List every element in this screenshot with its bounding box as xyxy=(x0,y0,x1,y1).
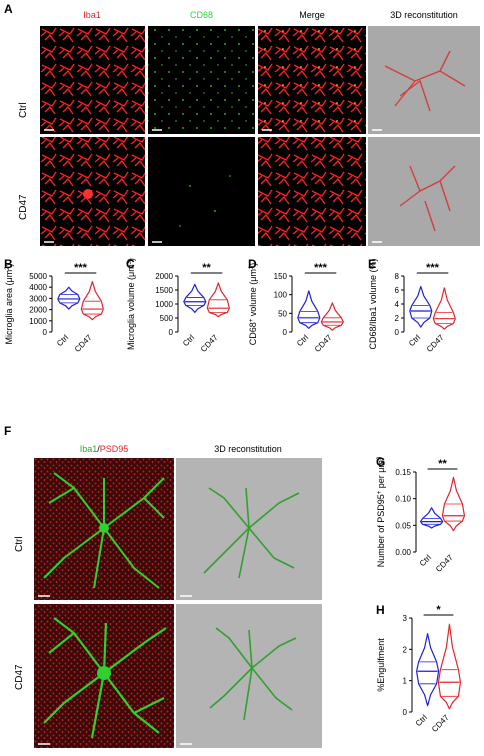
x-tick-label: CD47 xyxy=(434,553,455,574)
violin-cd47 xyxy=(432,287,456,330)
y-axis-label: Microglia area (μm2) xyxy=(4,263,14,344)
chart-d: D 0 50 100 150 CD68+ volume (μm3) Ctrl CD47 *** xyxy=(248,257,344,354)
y-tick-label: 2000 xyxy=(29,306,47,315)
y-axis-label: %Engulfment xyxy=(376,638,386,692)
col-title-3d-f: 3D reconstitution xyxy=(214,444,282,454)
x-tick-label: CD47 xyxy=(430,713,451,734)
y-tick-label: 5000 xyxy=(29,272,47,281)
y-axis-label: CD68/Iba1 volume (%) xyxy=(368,258,378,349)
x-tick-label: Ctrl xyxy=(407,333,422,348)
y-axis-label: Microglia volume (μm3) xyxy=(126,258,136,350)
y-tick-label: 0 xyxy=(169,328,174,337)
violin-ctrl xyxy=(297,290,321,329)
panel-f-image-grid xyxy=(34,458,322,748)
violin-ctrl xyxy=(416,633,440,707)
significance-stars: *** xyxy=(426,262,440,274)
y-tick-label: 8 xyxy=(395,272,400,281)
violin-cd47 xyxy=(441,476,466,532)
chart-c: C 0 500 1000 1500 2000 Microglia volume (μm3) C… xyxy=(126,257,230,354)
title-psd95: PSD95 xyxy=(99,444,129,454)
significance-stars: *** xyxy=(314,262,328,274)
y-axis-label: CD68+ volume (μm3) xyxy=(248,263,258,346)
y-tick-label: 0.05 xyxy=(395,521,411,530)
image-cd47-cd68 xyxy=(148,137,255,246)
violin-cd47 xyxy=(80,281,104,321)
y-tick-label: 3000 xyxy=(29,294,47,303)
panel-c-label: C xyxy=(126,257,135,271)
violin-cd47 xyxy=(437,623,462,710)
y-tick-label: 4 xyxy=(395,300,400,309)
chart-h: H 0 1 2 3 %Engulfment Ctrl CD47 * xyxy=(376,603,462,734)
panel-b-label: B xyxy=(4,257,13,271)
x-tick-label: CD47 xyxy=(73,333,94,354)
image-cd47-3d xyxy=(368,137,480,246)
y-tick-label: 1000 xyxy=(155,300,173,309)
chart-b: B 0 1000 2000 3000 4000 5000 Microglia area (μm… xyxy=(4,257,104,354)
y-tick-label: 2 xyxy=(403,645,408,654)
significance-stars: * xyxy=(436,604,441,616)
y-tick-label: 500 xyxy=(160,314,174,323)
y-tick-label: 50 xyxy=(278,309,287,318)
y-tick-label: 0 xyxy=(43,328,48,337)
violin-cd47 xyxy=(206,282,230,318)
title-slash: / xyxy=(97,444,100,454)
y-tick-label: 1000 xyxy=(29,317,47,326)
significance-stars: ** xyxy=(202,262,211,274)
image-cd47-3d-f xyxy=(176,604,322,748)
x-tick-label: Ctrl xyxy=(414,713,429,728)
panel-g-label: G xyxy=(376,455,385,469)
x-tick-label: CD47 xyxy=(425,333,446,354)
significance-stars: ** xyxy=(438,458,447,470)
col-title-3d: 3D reconstitution xyxy=(390,10,458,20)
y-tick-label: 3 xyxy=(403,614,408,623)
col-title-merge: Merge xyxy=(299,10,325,20)
panel-d-label: D xyxy=(248,257,257,271)
significance-stars: *** xyxy=(74,262,88,274)
col-title-iba1: Iba1 xyxy=(83,10,101,20)
col-title-iba1-psd95: Iba1/PSD95 xyxy=(34,444,174,454)
y-axis-label: Number of PSD95+ per μm3 xyxy=(376,456,386,567)
y-tick-label: 100 xyxy=(274,291,288,300)
x-tick-label: Ctrl xyxy=(295,333,310,348)
violin-ctrl xyxy=(183,283,207,313)
violin-ctrl xyxy=(57,286,81,310)
y-tick-label: 0 xyxy=(395,328,400,337)
title-iba1: Iba1 xyxy=(79,444,98,454)
row-label-ctrl-f: Ctrl xyxy=(14,536,25,552)
y-tick-label: 0.00 xyxy=(395,548,411,557)
y-tick-label: 6 xyxy=(395,286,400,295)
y-tick-label: 4000 xyxy=(29,283,47,292)
y-tick-label: 0.10 xyxy=(395,495,411,504)
x-tick-label: CD47 xyxy=(313,333,334,354)
x-tick-label: Ctrl xyxy=(181,333,196,348)
image-ctrl-3d xyxy=(368,26,480,134)
row-label-cd47-a: CD47 xyxy=(18,194,29,220)
y-tick-label: 150 xyxy=(274,272,288,281)
chart-g: G 0.00 0.05 0.10 0.15 Number of PSD95+ per μm… xyxy=(376,455,466,574)
y-tick-label: 0.15 xyxy=(395,468,411,477)
row-label-cd47-f: CD47 xyxy=(14,664,25,690)
x-tick-label: Ctrl xyxy=(418,553,433,568)
violin-cd47 xyxy=(320,302,344,331)
panel-h-label: H xyxy=(376,603,385,617)
y-tick-label: 0 xyxy=(403,708,408,717)
row-label-ctrl-a: Ctrl xyxy=(18,102,29,118)
y-tick-label: 2 xyxy=(395,314,400,323)
panel-a-image-grid xyxy=(40,26,480,246)
y-tick-label: 2000 xyxy=(155,272,173,281)
chart-e: E 0 2 4 6 8 CD68/Iba1 volume (%) Ctrl CD47 *** xyxy=(368,257,456,354)
y-tick-label: 1500 xyxy=(155,286,173,295)
col-title-cd68: CD68 xyxy=(189,10,213,20)
panel-a-label: A xyxy=(4,2,13,16)
panel-e-label: E xyxy=(368,257,376,271)
x-tick-label: Ctrl xyxy=(55,333,70,348)
violin-ctrl xyxy=(420,507,444,529)
panel-f-label: F xyxy=(4,424,12,438)
x-tick-label: CD47 xyxy=(199,333,220,354)
violin-ctrl xyxy=(409,285,433,328)
y-tick-label: 1 xyxy=(403,677,408,686)
y-tick-label: 0 xyxy=(283,328,288,337)
